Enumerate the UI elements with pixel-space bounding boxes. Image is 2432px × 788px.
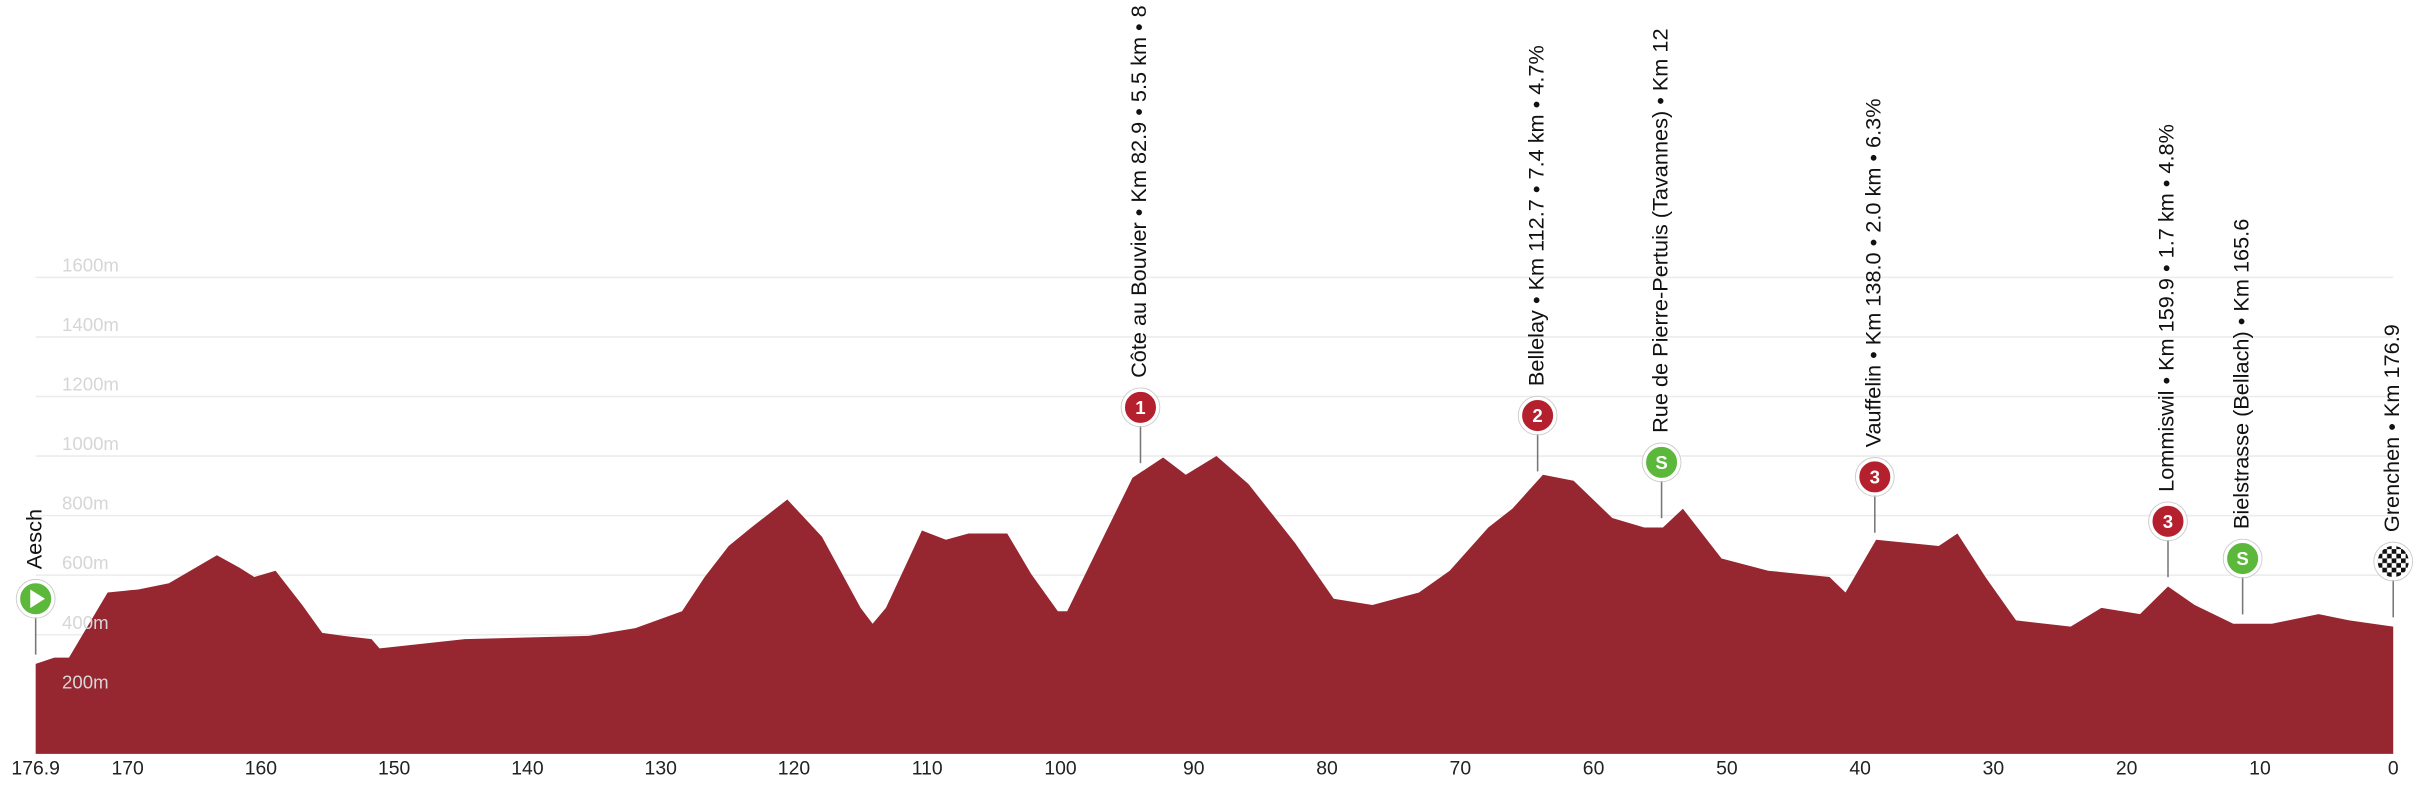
marker-badge: S — [1655, 452, 1667, 473]
marker-label: Bielstrasse (Bellach) • Km 165.6 — [2228, 219, 2253, 529]
elevation-area — [35, 456, 2394, 754]
x-tick-label: 0 — [2388, 757, 2399, 779]
y-tick-label: 800m — [62, 493, 109, 514]
marker-badge: 3 — [1870, 466, 1880, 487]
x-tick-label: 160 — [245, 757, 278, 779]
x-tick-label: 60 — [1583, 757, 1605, 779]
marker-label: Rue de Pierre-Pertuis (Tavannes) • Km 12 — [1647, 28, 1672, 432]
x-tick-label: 100 — [1044, 757, 1077, 779]
marker-label: Grenchen • Km 176.9 — [2379, 324, 2404, 532]
marker-icon — [1642, 443, 1681, 481]
marker-icon — [2224, 539, 2262, 578]
x-tick-label: 140 — [511, 757, 544, 779]
marker-ring — [1641, 442, 1682, 483]
marker-ring — [2222, 538, 2263, 579]
x-tick-label: 170 — [111, 757, 144, 779]
x-tick-label: 90 — [1183, 757, 1205, 779]
y-tick-label: 1400m — [62, 314, 119, 335]
marker-label: Aesch — [21, 509, 46, 569]
start-arrow — [30, 589, 45, 609]
marker-badge: S — [2236, 548, 2248, 569]
x-tick-label: 80 — [1316, 757, 1338, 779]
marker-icon — [1121, 388, 1160, 426]
marker-label: Côte au Bouvier • Km 82.9 • 5.5 km • 8 — [1126, 5, 1151, 378]
x-tick-label: 10 — [2249, 757, 2271, 779]
marker-label: Vauffelin • Km 138.0 • 2.0 km • 6.3% — [1861, 98, 1886, 447]
y-tick-label: 600m — [62, 552, 109, 573]
y-tick-label: 400m — [62, 612, 109, 633]
y-tick-label: 1000m — [62, 433, 119, 454]
marker-ring — [1120, 387, 1161, 428]
x-tick-label: 70 — [1450, 757, 1472, 779]
marker-icon — [1856, 458, 1894, 496]
marker-badge: 3 — [2163, 511, 2173, 532]
marker-icon — [2374, 542, 2412, 581]
marker-ring — [2373, 541, 2414, 582]
x-tick-label: 40 — [1849, 757, 1871, 779]
x-tick-label: 50 — [1716, 757, 1738, 779]
marker-badge: 2 — [1532, 405, 1542, 426]
y-tick-label: 1600m — [62, 254, 119, 275]
marker-label: Bellelay • Km 112.7 • 7.4 km • 4.7% — [1523, 45, 1548, 386]
x-tick-label: 30 — [1983, 757, 2005, 779]
marker-ring — [15, 578, 56, 619]
x-tick-label: 120 — [778, 757, 811, 779]
marker-ring — [1517, 395, 1558, 436]
marker-ring — [1854, 457, 1895, 497]
marker-icon — [2149, 502, 2187, 540]
y-tick-label: 200m — [62, 671, 109, 692]
y-tick-label: 1200m — [62, 374, 119, 395]
x-tick-label: 150 — [378, 757, 411, 779]
x-tick-label: 110 — [912, 757, 943, 779]
x-tick-label: 130 — [645, 757, 678, 779]
marker-ring — [2148, 501, 2188, 542]
x-tick-label: 20 — [2116, 757, 2138, 779]
marker-icon — [1519, 396, 1557, 435]
marker-badge: 1 — [1135, 397, 1145, 418]
x-tick-label: 176.9 — [11, 757, 59, 779]
marker-label: Lommiswil • Km 159.9 • 1.7 km • 4.8% — [2154, 124, 2179, 492]
